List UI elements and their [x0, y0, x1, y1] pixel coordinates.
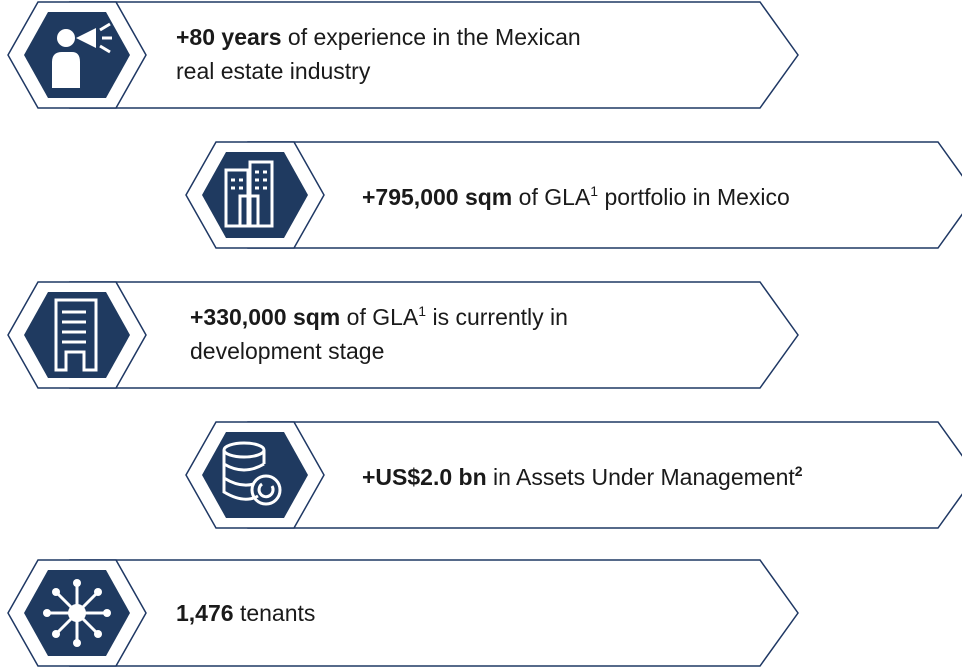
footnote: 1	[418, 303, 427, 319]
item-bold: 1,476	[176, 600, 234, 626]
item-text-part: in Assets Under Management	[493, 464, 795, 490]
item-text-part: of GLA	[346, 304, 419, 330]
item-frame	[7, 559, 799, 667]
item-bold: +80 years	[176, 24, 282, 50]
item-text-part: portfolio in Mexico	[604, 184, 790, 210]
item-frame	[7, 281, 799, 389]
item-text: +795,000 sqm of GLA1 portfolio in Mexico	[362, 180, 790, 214]
item-text-part: of experience in the Mexican	[287, 24, 581, 50]
item-text-part: tenants	[239, 600, 316, 626]
item-bold: +US$2.0 bn	[362, 464, 487, 490]
item-text: 1,476 tenants	[176, 596, 315, 630]
item-bold: +330,000 sqm	[190, 304, 341, 330]
footnote: 1	[590, 183, 599, 199]
item-frame	[185, 421, 962, 529]
item-frame	[7, 1, 799, 109]
item-line: real estate industry	[176, 58, 371, 84]
item-text: +330,000 sqm of GLA1 is currently in dev…	[190, 300, 568, 368]
item-text: +80 years of experience in the Mexican r…	[176, 20, 581, 88]
item-text: +US$2.0 bn in Assets Under Management2	[362, 460, 803, 494]
item-bold: +795,000 sqm	[362, 184, 513, 210]
item-text-part: of GLA	[518, 184, 591, 210]
footnote: 2	[794, 463, 803, 479]
item-line: development stage	[190, 338, 385, 364]
item-frame	[185, 141, 962, 249]
item-text-part: is currently in	[432, 304, 568, 330]
